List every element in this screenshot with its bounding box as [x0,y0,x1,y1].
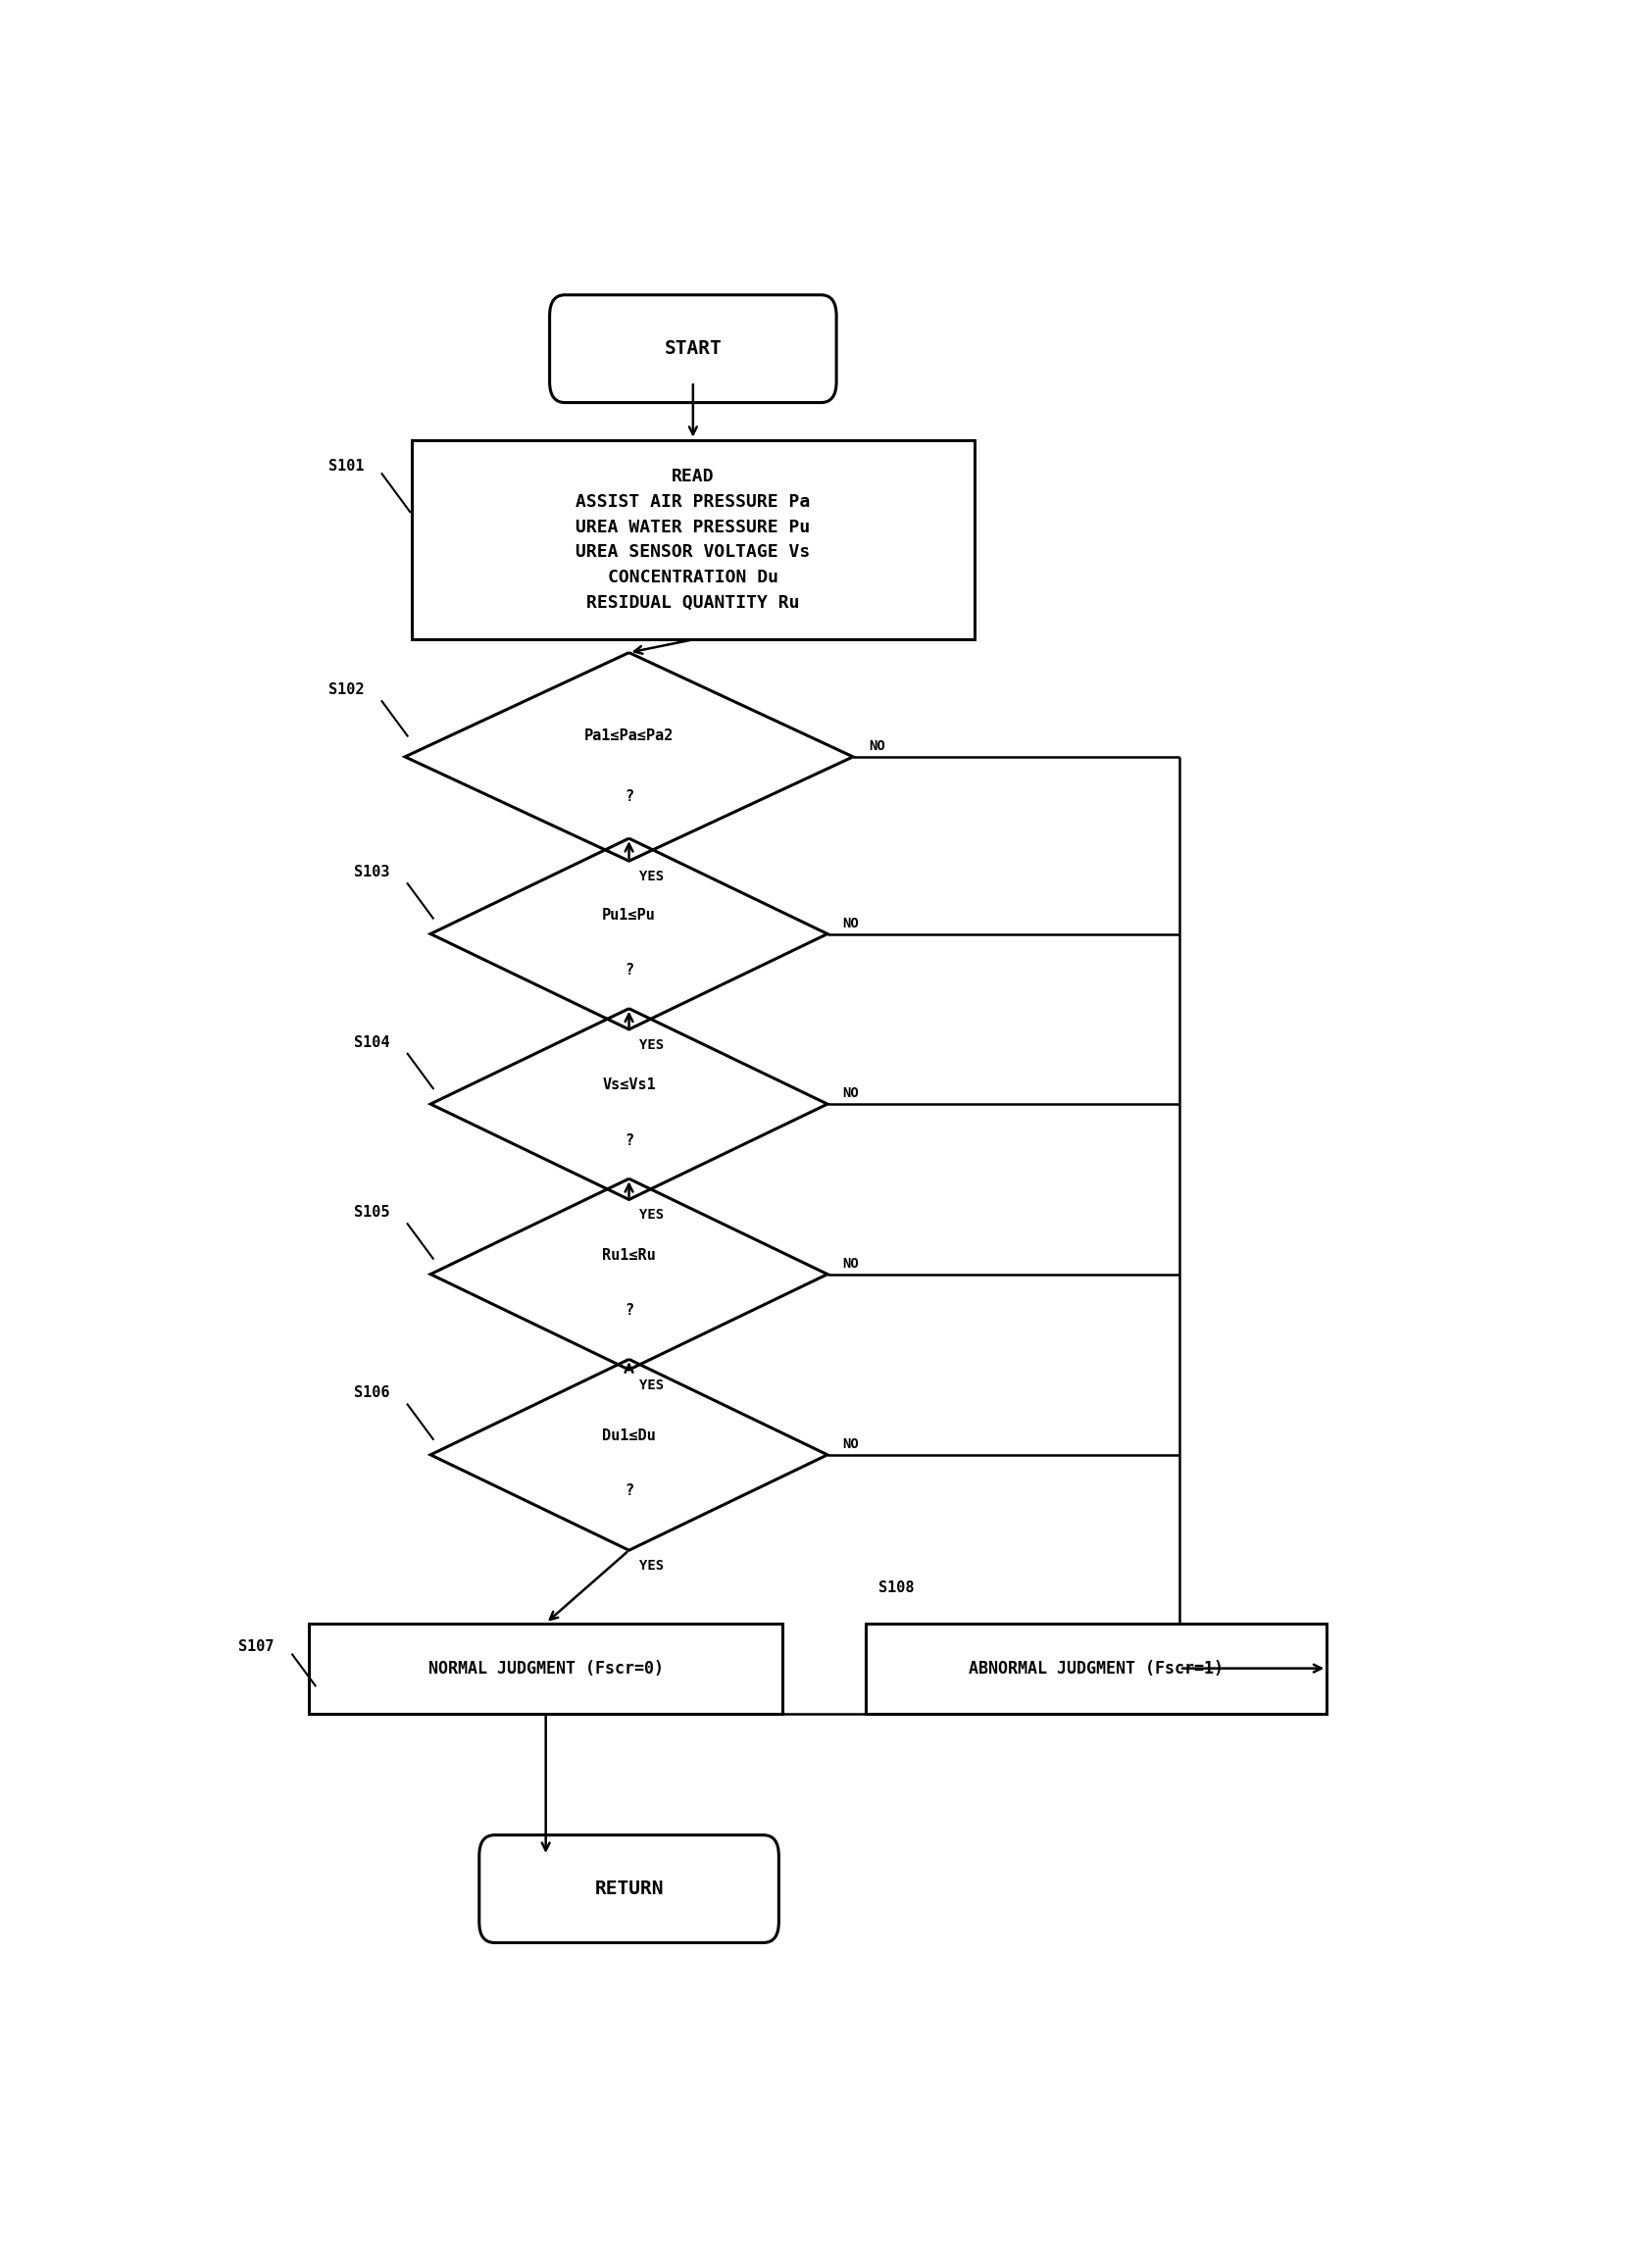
Text: YES: YES [639,1378,664,1391]
Text: S104: S104 [354,1035,390,1049]
Text: YES: YES [639,1558,664,1572]
Text: Pu1≤Pu: Pu1≤Pu [603,907,656,922]
Text: YES: YES [639,870,664,884]
Text: YES: YES [639,1037,664,1051]
Text: ?: ? [624,1303,633,1317]
Text: S105: S105 [354,1204,390,1220]
Text: READ
ASSIST AIR PRESSURE Pa
UREA WATER PRESSURE Pu
UREA SENSOR VOLTAGE Vs
CONCEN: READ ASSIST AIR PRESSURE Pa UREA WATER P… [577,469,809,611]
Text: ?: ? [624,1484,633,1497]
Text: S106: S106 [354,1387,390,1400]
Text: ABNORMAL JUDGMENT (Fscr=1): ABNORMAL JUDGMENT (Fscr=1) [968,1660,1224,1678]
Text: YES: YES [639,1209,664,1222]
Text: ?: ? [624,963,633,976]
Text: ?: ? [624,789,633,803]
Text: S103: S103 [354,866,390,879]
Text: ?: ? [624,1132,633,1148]
Text: S101: S101 [329,458,363,474]
Bar [309,1624,783,1714]
FancyBboxPatch shape [550,295,836,404]
Text: Pa1≤Pa≤Pa2: Pa1≤Pa≤Pa2 [585,728,674,744]
Text: START: START [664,341,722,359]
Text: Du1≤Du: Du1≤Du [603,1427,656,1443]
FancyBboxPatch shape [479,1836,778,1944]
Text: Ru1≤Ru: Ru1≤Ru [603,1247,656,1263]
Text: S108: S108 [879,1581,915,1594]
Text: NO: NO [843,1436,859,1452]
Text: RETURN: RETURN [595,1881,664,1899]
Text: S102: S102 [329,683,363,697]
Text: S107: S107 [238,1639,274,1653]
Text: NO: NO [869,740,885,753]
Text: NO: NO [843,1087,859,1100]
Text: NO: NO [843,916,859,931]
Text: NORMAL JUDGMENT (Fscr=0): NORMAL JUDGMENT (Fscr=0) [428,1660,664,1678]
Text: NO: NO [843,1256,859,1270]
Bar [411,440,975,640]
Bar [866,1624,1327,1714]
Text: Vs≤Vs1: Vs≤Vs1 [603,1078,656,1091]
